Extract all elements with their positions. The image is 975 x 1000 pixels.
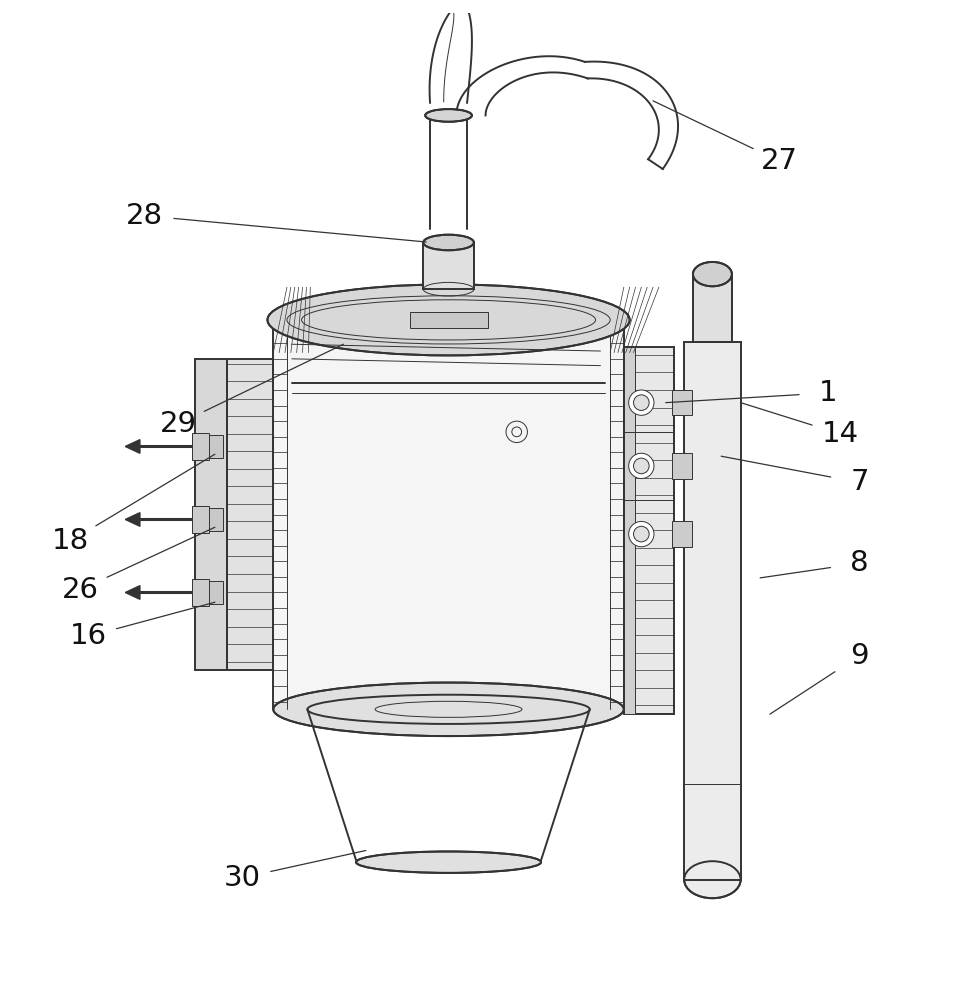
Ellipse shape [273, 683, 624, 736]
Text: 27: 27 [761, 147, 799, 175]
Polygon shape [126, 513, 140, 526]
Bar [199, 435, 222, 458]
Bar [673, 390, 692, 415]
Bar [423, 242, 474, 289]
Ellipse shape [634, 526, 649, 542]
Bar [199, 581, 222, 604]
Polygon shape [126, 440, 140, 453]
Bar [410, 312, 488, 328]
Bar [191, 579, 209, 606]
Ellipse shape [423, 235, 474, 250]
Ellipse shape [684, 861, 741, 898]
Ellipse shape [629, 390, 654, 415]
Text: 29: 29 [159, 410, 196, 438]
Ellipse shape [356, 851, 541, 873]
Text: 16: 16 [70, 622, 107, 650]
Text: 14: 14 [821, 420, 859, 448]
Bar [673, 521, 692, 547]
Ellipse shape [693, 262, 732, 286]
Ellipse shape [629, 453, 654, 479]
Ellipse shape [629, 521, 654, 547]
Bar [684, 342, 741, 880]
Text: 26: 26 [62, 576, 99, 604]
Text: 8: 8 [850, 549, 869, 577]
Ellipse shape [267, 284, 630, 355]
Bar [624, 347, 675, 714]
Ellipse shape [307, 695, 590, 724]
Ellipse shape [634, 395, 649, 410]
Ellipse shape [634, 458, 649, 474]
Bar [273, 320, 624, 709]
Text: 28: 28 [126, 202, 164, 230]
Bar [693, 274, 732, 342]
Bar [673, 453, 692, 479]
Bar [191, 433, 209, 460]
Bar [226, 359, 273, 670]
Text: 18: 18 [53, 527, 90, 555]
Polygon shape [126, 586, 140, 599]
Text: 30: 30 [223, 864, 260, 892]
Text: 7: 7 [850, 468, 869, 496]
Bar [199, 508, 222, 531]
Ellipse shape [425, 109, 472, 122]
Text: 9: 9 [850, 642, 869, 670]
Bar [191, 506, 209, 533]
Bar [624, 347, 636, 714]
Bar [195, 359, 226, 670]
Text: 1: 1 [819, 379, 838, 407]
